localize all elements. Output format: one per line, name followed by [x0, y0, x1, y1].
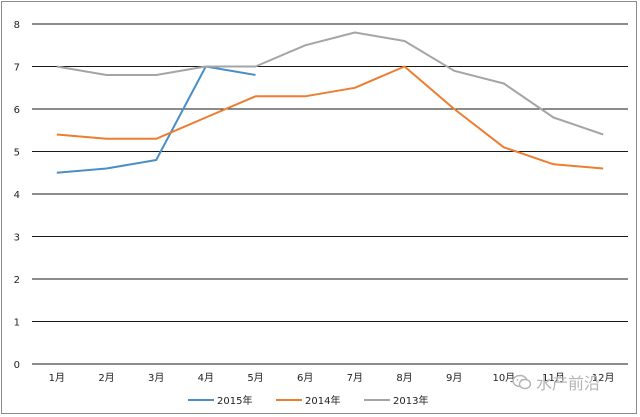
x-tick-label: 8月 — [396, 372, 412, 384]
y-tick-label: 8 — [14, 20, 20, 31]
x-tick-label: 9月 — [446, 372, 462, 384]
x-tick-label: 10月 — [492, 372, 515, 384]
x-tick-label: 5月 — [247, 372, 263, 384]
series-lines — [56, 31, 604, 174]
watermark: 水产前沿 — [512, 370, 600, 394]
y-tick-label: 6 — [14, 105, 20, 116]
x-tick-label: 12月 — [592, 372, 615, 384]
legend-label: 2014年 — [305, 394, 340, 407]
legend-label: 2015年 — [217, 394, 252, 407]
series-line-1 — [56, 65, 604, 170]
legend-label: 2013年 — [393, 394, 428, 407]
x-tick-label: 7月 — [347, 372, 363, 384]
x-tick-label: 1月 — [49, 372, 65, 384]
x-tick-label: 2月 — [98, 372, 114, 384]
y-tick-label: 3 — [14, 233, 20, 244]
y-tick-label: 1 — [14, 318, 20, 329]
y-tick-label: 7 — [14, 63, 20, 74]
y-tick-label: 0 — [14, 360, 20, 371]
x-tick-label: 6月 — [297, 372, 313, 384]
series-line-2 — [56, 31, 604, 136]
x-tick-label: 3月 — [148, 372, 164, 384]
watermark-text: 水产前沿 — [536, 374, 601, 393]
y-tick-label: 2 — [14, 275, 20, 286]
series-line-0 — [56, 65, 256, 174]
y-tick-label: 4 — [14, 190, 20, 201]
legend: 2015年 2014年 2013年 — [188, 394, 428, 407]
wechat-icon — [512, 374, 532, 390]
y-tick-label: 5 — [14, 148, 20, 159]
x-tick-label: 11月 — [542, 372, 565, 384]
gridlines — [32, 23, 628, 365]
x-axis-ticks: 1月 2月 3月 4月 5月 6月 7月 8月 9月 10月 11月 12月 — [49, 372, 615, 384]
y-axis-ticks: 0 1 2 3 4 5 6 7 8 — [14, 20, 20, 371]
x-tick-label: 4月 — [198, 372, 214, 384]
